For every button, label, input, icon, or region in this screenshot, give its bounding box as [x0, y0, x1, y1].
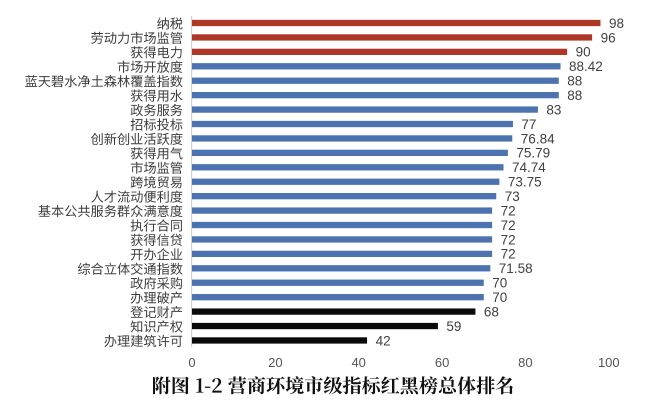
svg-text:72: 72	[501, 232, 516, 247]
svg-text:70: 70	[492, 290, 507, 305]
svg-text:72: 72	[501, 247, 516, 262]
svg-text:72: 72	[501, 218, 516, 233]
svg-text:98: 98	[609, 16, 624, 31]
svg-text:73: 73	[505, 189, 520, 204]
svg-text:74.74: 74.74	[512, 160, 546, 175]
svg-text:20: 20	[268, 355, 282, 370]
svg-text:73.75: 73.75	[508, 175, 542, 190]
svg-text:42: 42	[376, 333, 391, 348]
svg-text:76.84: 76.84	[521, 131, 555, 146]
svg-text:88: 88	[567, 74, 582, 89]
svg-text:40: 40	[351, 355, 365, 370]
svg-text:75.79: 75.79	[516, 146, 550, 161]
svg-text:70: 70	[492, 276, 507, 291]
svg-text:71.58: 71.58	[499, 261, 533, 276]
svg-text:96: 96	[601, 30, 616, 45]
svg-text:59: 59	[446, 319, 461, 334]
svg-text:88.42: 88.42	[569, 59, 603, 74]
svg-text:100: 100	[598, 355, 620, 370]
svg-text:77: 77	[521, 117, 536, 132]
svg-text:60: 60	[435, 355, 449, 370]
svg-text:0: 0	[188, 355, 195, 370]
svg-text:80: 80	[518, 355, 532, 370]
svg-text:72: 72	[501, 203, 516, 218]
svg-text:88: 88	[567, 88, 582, 103]
svg-text:90: 90	[576, 45, 591, 60]
svg-text:83: 83	[546, 102, 561, 117]
svg-text:68: 68	[484, 305, 499, 320]
